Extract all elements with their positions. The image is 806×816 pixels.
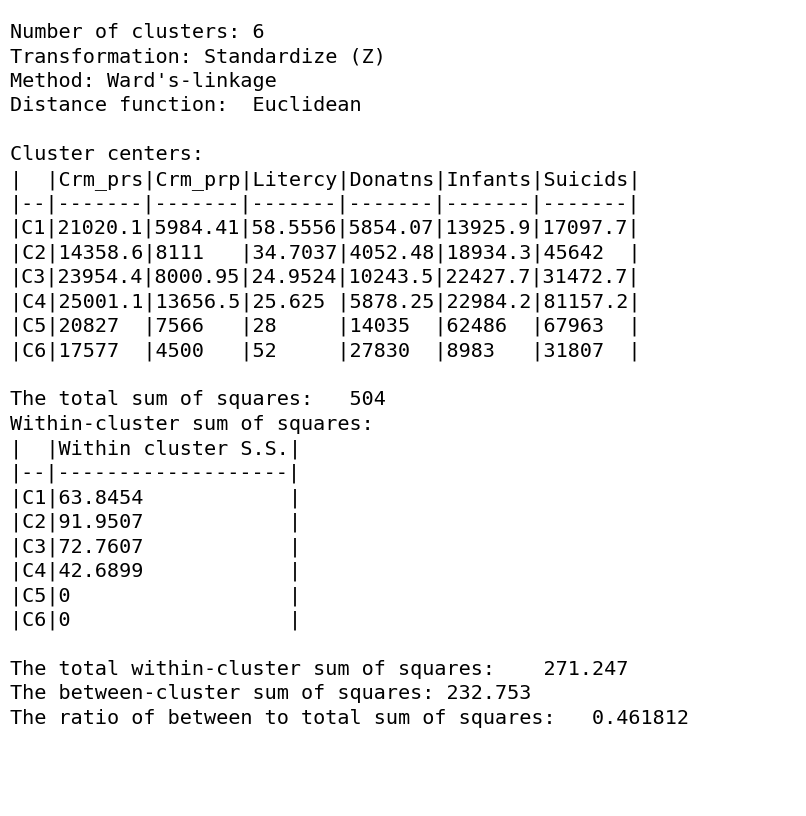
Text: |C3|72.7607            |: |C3|72.7607 | <box>10 538 301 557</box>
Text: |C4|42.6899            |: |C4|42.6899 | <box>10 562 301 581</box>
Text: The total within-cluster sum of squares:    271.247: The total within-cluster sum of squares:… <box>10 660 628 679</box>
Text: The between-cluster sum of squares: 232.753: The between-cluster sum of squares: 232.… <box>10 685 531 703</box>
Text: |C5|0                  |: |C5|0 | <box>10 587 301 605</box>
Text: |C6|17577  |4500   |52     |27830  |8983   |31807  |: |C6|17577 |4500 |52 |27830 |8983 |31807 … <box>10 341 640 361</box>
Text: |--|-------------------|: |--|-------------------| <box>10 463 301 483</box>
Text: |C2|91.9507            |: |C2|91.9507 | <box>10 512 301 532</box>
Text: |C4|25001.1|13656.5|25.625 |5878.25|22984.2|81157.2|: |C4|25001.1|13656.5|25.625 |5878.25|2298… <box>10 292 640 312</box>
Text: |C3|23954.4|8000.95|24.9524|10243.5|22427.7|31472.7|: |C3|23954.4|8000.95|24.9524|10243.5|2242… <box>10 268 640 287</box>
Text: |  |Within cluster S.S.|: | |Within cluster S.S.| <box>10 439 301 459</box>
Text: |C5|20827  |7566   |28     |14035  |62486  |67963  |: |C5|20827 |7566 |28 |14035 |62486 |67963… <box>10 317 640 336</box>
Text: Within-cluster sum of squares:: Within-cluster sum of squares: <box>10 415 373 434</box>
Text: Method: Ward's-linkage: Method: Ward's-linkage <box>10 72 276 91</box>
Text: Transformation: Standardize (Z): Transformation: Standardize (Z) <box>10 47 385 66</box>
Text: |C2|14358.6|8111   |34.7037|4052.48|18934.3|45642  |: |C2|14358.6|8111 |34.7037|4052.48|18934.… <box>10 243 640 263</box>
Text: |--|-------|-------|-------|-------|-------|-------|: |--|-------|-------|-------|-------|----… <box>10 194 640 214</box>
Text: The total sum of squares:   504: The total sum of squares: 504 <box>10 390 385 410</box>
Text: |C1|21020.1|5984.41|58.5556|5854.07|13925.9|17097.7|: |C1|21020.1|5984.41|58.5556|5854.07|1392… <box>10 219 640 238</box>
Text: |C1|63.8454            |: |C1|63.8454 | <box>10 488 301 508</box>
Text: The ratio of between to total sum of squares:   0.461812: The ratio of between to total sum of squ… <box>10 709 688 728</box>
Text: Distance function:  Euclidean: Distance function: Euclidean <box>10 96 361 115</box>
Text: Number of clusters: 6: Number of clusters: 6 <box>10 23 264 42</box>
Text: |C6|0                  |: |C6|0 | <box>10 611 301 630</box>
Text: |  |Crm_prs|Crm_prp|Litercy|Donatns|Infants|Suicids|: | |Crm_prs|Crm_prp|Litercy|Donatns|Infan… <box>10 170 640 190</box>
Text: Cluster centers:: Cluster centers: <box>10 145 204 164</box>
